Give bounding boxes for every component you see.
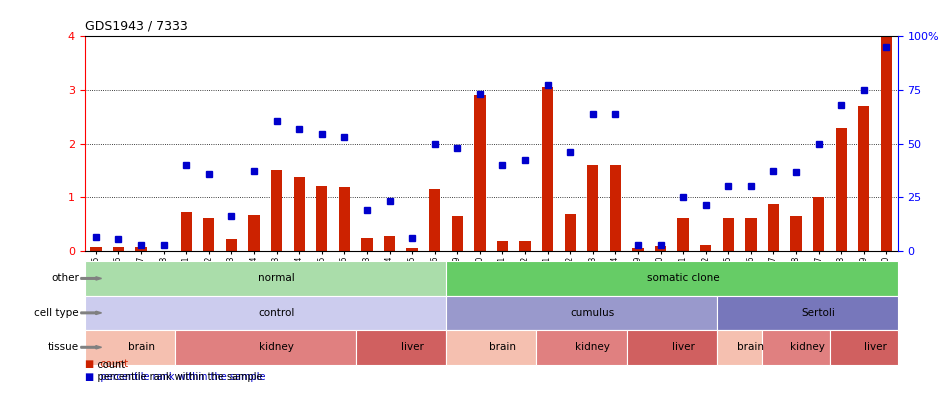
Bar [446,330,537,364]
Bar [429,190,440,251]
Text: kidney: kidney [575,342,610,352]
Text: ■  count: ■ count [85,360,128,369]
Bar [384,236,395,251]
Bar [361,238,372,251]
Bar [813,198,824,251]
Bar [858,106,870,251]
Bar [520,241,531,251]
Bar [836,128,847,251]
Bar [85,261,446,296]
Bar [226,239,237,251]
Bar [175,330,355,364]
Bar [565,213,576,251]
Text: GDS1943 / 7333: GDS1943 / 7333 [85,19,187,32]
Bar [248,215,259,251]
Text: liver: liver [672,342,695,352]
Bar [451,216,462,251]
Bar [762,330,830,364]
Bar [271,170,282,251]
Bar [717,330,762,364]
Bar [316,185,327,251]
Bar [768,204,779,251]
Text: somatic clone: somatic clone [647,273,719,283]
Bar [85,296,446,330]
Text: kidney: kidney [790,342,824,352]
Bar [474,96,485,251]
Bar [85,330,175,364]
Bar [633,248,644,251]
Bar [830,330,898,364]
Text: Sertoli: Sertoli [802,308,836,318]
Bar [542,87,554,251]
Bar [497,241,509,251]
Bar [588,165,599,251]
Bar [745,218,757,251]
Text: brain: brain [128,342,154,352]
Text: cell type: cell type [35,308,79,318]
Bar [791,216,802,251]
Bar [610,165,621,251]
Bar [655,246,666,251]
Text: liver: liver [400,342,424,352]
Bar [723,218,734,251]
Text: liver: liver [864,342,886,352]
Text: kidney: kidney [259,342,294,352]
Text: ■  percentile rank within the sample: ■ percentile rank within the sample [85,372,265,382]
Text: brain: brain [737,342,764,352]
Bar [180,213,192,251]
Text: count: count [85,360,125,369]
Bar [700,245,712,251]
Bar [627,330,717,364]
Text: normal: normal [258,273,295,283]
Text: tissue: tissue [48,342,79,352]
Text: control: control [258,308,295,318]
Bar [446,261,898,296]
Bar [90,247,102,251]
Bar [537,330,627,364]
Text: percentile rank within the sample: percentile rank within the sample [85,372,262,382]
Bar [293,177,305,251]
Bar [113,247,124,251]
Bar [355,330,446,364]
Text: cumulus: cumulus [571,308,615,318]
Bar [446,296,717,330]
Text: other: other [51,273,79,283]
Bar [135,247,147,251]
Bar [406,248,417,251]
Text: brain: brain [489,342,516,352]
Bar [203,218,214,251]
Bar [881,36,892,251]
Bar [717,296,898,330]
Bar [338,187,350,251]
Bar [678,218,689,251]
